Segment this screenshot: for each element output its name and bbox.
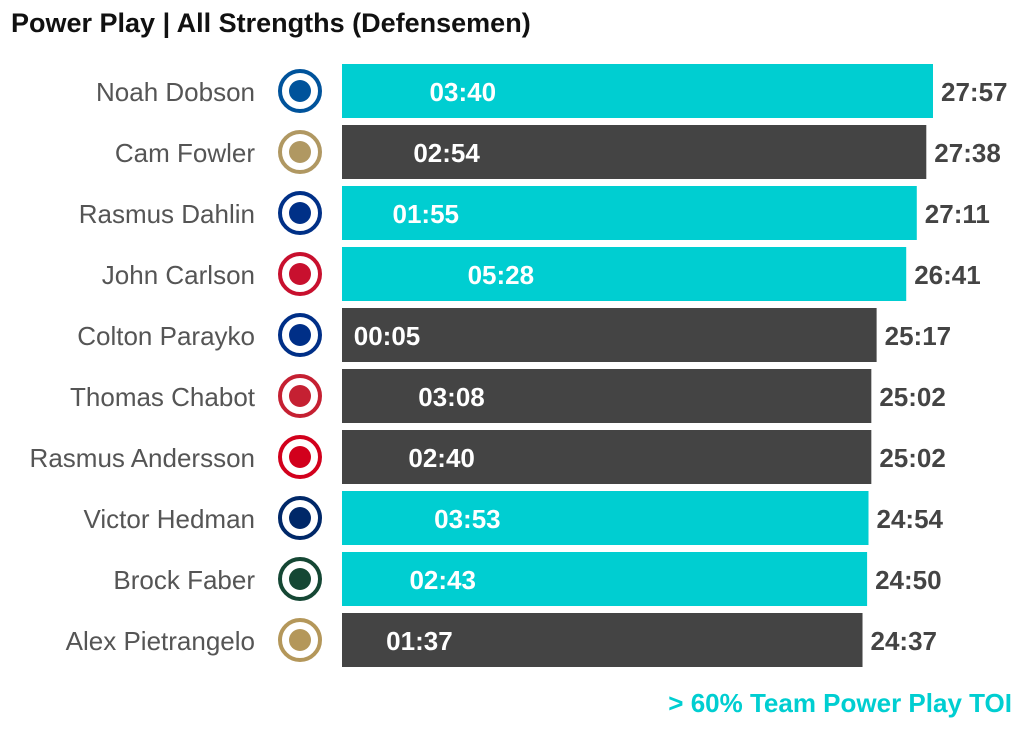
player-name-label: Rasmus Andersson bbox=[30, 443, 255, 473]
toi-bar bbox=[342, 308, 877, 362]
pp-toi-label: 01:55 bbox=[393, 199, 460, 229]
player-name-label: Thomas Chabot bbox=[70, 382, 256, 412]
logo-center-icon bbox=[289, 446, 311, 468]
toi-bar bbox=[342, 247, 907, 301]
toi-bar bbox=[342, 613, 863, 667]
pp-toi-label: 05:28 bbox=[468, 260, 535, 290]
total-toi-label: 24:37 bbox=[871, 626, 938, 656]
total-toi-label: 24:54 bbox=[877, 504, 944, 534]
logo-center-icon bbox=[289, 80, 311, 102]
logo-center-icon bbox=[289, 507, 311, 529]
logo-center-icon bbox=[289, 629, 311, 651]
pp-toi-label: 00:05 bbox=[354, 321, 421, 351]
pp-toi-label: 01:37 bbox=[386, 626, 453, 656]
player-name-label: Alex Pietrangelo bbox=[66, 626, 255, 656]
pp-toi-label: 03:53 bbox=[434, 504, 501, 534]
player-name-label: Victor Hedman bbox=[84, 504, 256, 534]
total-toi-label: 24:50 bbox=[875, 565, 942, 595]
toi-bar bbox=[342, 64, 933, 118]
logo-center-icon bbox=[289, 263, 311, 285]
pp-toi-label: 03:40 bbox=[430, 77, 497, 107]
pp-toi-label: 02:40 bbox=[408, 443, 475, 473]
toi-bar bbox=[342, 430, 872, 484]
pp-toi-label: 02:43 bbox=[409, 565, 476, 595]
player-name-label: Rasmus Dahlin bbox=[79, 199, 255, 229]
total-toi-label: 25:17 bbox=[885, 321, 952, 351]
toi-bar bbox=[342, 186, 917, 240]
player-name-label: Brock Faber bbox=[113, 565, 255, 595]
toi-bar bbox=[342, 491, 869, 545]
total-toi-label: 27:38 bbox=[934, 138, 1001, 168]
toi-bar bbox=[342, 369, 872, 423]
logo-center-icon bbox=[289, 324, 311, 346]
total-toi-label: 25:02 bbox=[879, 382, 946, 412]
pp-toi-label: 03:08 bbox=[418, 382, 485, 412]
chart-title: Power Play | All Strengths (Defensemen) bbox=[11, 8, 531, 38]
toi-bar bbox=[342, 552, 868, 606]
player-name-label: John Carlson bbox=[102, 260, 255, 290]
toi-bar bbox=[342, 125, 927, 179]
total-toi-label: 27:57 bbox=[941, 77, 1008, 107]
logo-center-icon bbox=[289, 202, 311, 224]
total-toi-label: 26:41 bbox=[914, 260, 981, 290]
total-toi-label: 27:11 bbox=[925, 199, 990, 229]
highlight-legend-note: > 60% Team Power Play TOI bbox=[668, 688, 1012, 718]
logo-center-icon bbox=[289, 385, 311, 407]
player-name-label: Noah Dobson bbox=[96, 77, 255, 107]
logo-center-icon bbox=[289, 141, 311, 163]
player-name-label: Colton Parayko bbox=[77, 321, 255, 351]
logo-center-icon bbox=[289, 568, 311, 590]
total-toi-label: 25:02 bbox=[879, 443, 946, 473]
player-name-label: Cam Fowler bbox=[115, 138, 255, 168]
pp-toi-label: 02:54 bbox=[413, 138, 480, 168]
